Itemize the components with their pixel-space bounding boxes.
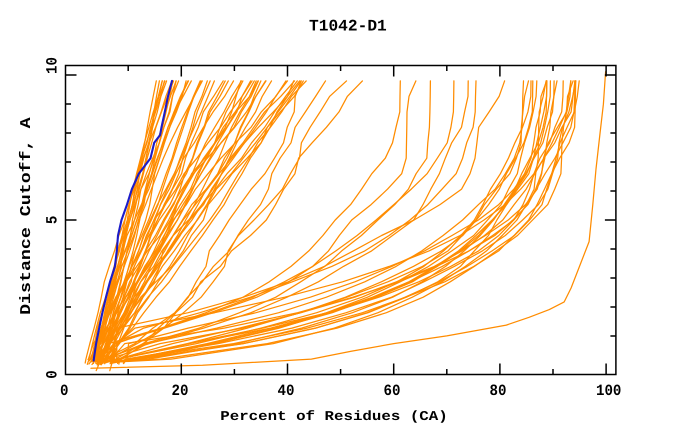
- svg-text:Distance Cutoff, A: Distance Cutoff, A: [18, 117, 34, 314]
- svg-text:20: 20: [172, 382, 189, 400]
- svg-text:0: 0: [60, 382, 68, 400]
- svg-text:Percent of Residues (CA): Percent of Residues (CA): [220, 409, 448, 424]
- svg-text:80: 80: [490, 382, 507, 400]
- svg-text:5: 5: [44, 216, 62, 224]
- svg-text:T1042-D1: T1042-D1: [309, 18, 387, 36]
- svg-text:0: 0: [44, 370, 62, 378]
- svg-text:10: 10: [44, 57, 62, 74]
- svg-text:100: 100: [596, 382, 621, 400]
- svg-text:40: 40: [278, 382, 295, 400]
- svg-text:60: 60: [384, 382, 401, 400]
